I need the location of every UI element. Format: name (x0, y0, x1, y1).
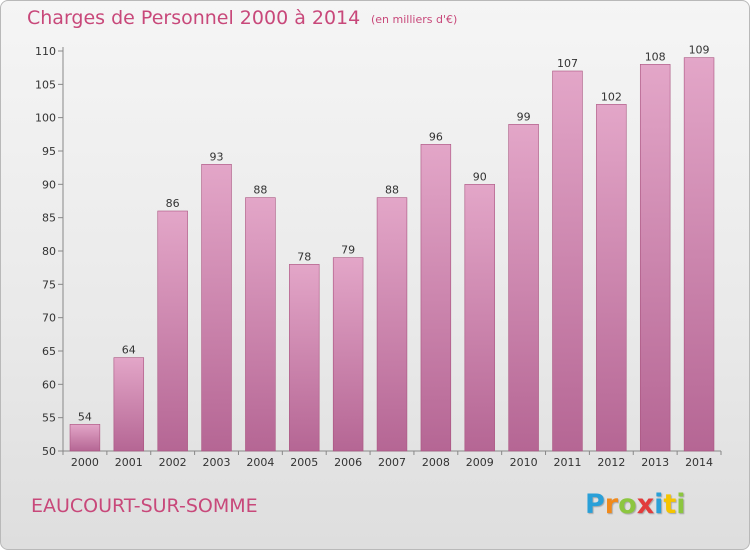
x-tick-label: 2007 (378, 456, 406, 469)
bar-2009 (464, 184, 495, 452)
bar-2010 (508, 124, 539, 452)
value-label: 102 (601, 90, 622, 103)
logo-letter: o (618, 489, 637, 520)
value-label: 54 (78, 410, 92, 423)
logo-letter: x (636, 489, 655, 520)
value-label: 109 (689, 44, 710, 57)
x-tick-label: 2012 (597, 456, 625, 469)
y-tick-label: 85 (42, 212, 56, 225)
x-tick-label: 2010 (510, 456, 538, 469)
value-label: 90 (473, 170, 487, 183)
bar-2005 (289, 264, 320, 452)
bar-2000 (69, 424, 101, 452)
x-tick-label: 2008 (422, 456, 450, 469)
bar-2006 (332, 257, 364, 452)
bar-2014 (683, 57, 715, 452)
y-tick-label: 65 (42, 345, 56, 358)
logo-letter: r (604, 489, 619, 520)
bars (69, 57, 715, 452)
y-tick-label: 50 (42, 445, 56, 458)
logo-letter: i (676, 489, 686, 520)
bar-2003 (201, 164, 232, 452)
value-label: 93 (210, 150, 224, 163)
y-tick-label: 95 (42, 145, 56, 158)
bar-2008 (420, 144, 452, 452)
logo-letter: t (663, 489, 677, 520)
value-label: 79 (341, 244, 355, 257)
x-tick-label: 2003 (203, 456, 231, 469)
x-tick-label: 2009 (466, 456, 494, 469)
y-tick-label: 55 (42, 412, 56, 425)
value-label: 107 (557, 57, 578, 70)
logo-letter: P (585, 489, 605, 520)
proxiti-logo: Proxiti (585, 489, 686, 520)
x-tick-label: 2004 (246, 456, 274, 469)
y-tick-label: 90 (42, 178, 56, 191)
logo-letter: i (654, 489, 664, 520)
x-tick-label: 2001 (115, 456, 143, 469)
x-tick-label: 2002 (159, 456, 187, 469)
value-label: 108 (645, 50, 666, 63)
value-label: 88 (253, 184, 267, 197)
y-tick-label: 110 (35, 45, 56, 58)
x-tick-label: 2014 (685, 456, 713, 469)
bar-2001 (113, 357, 145, 452)
x-tick-label: 2013 (641, 456, 669, 469)
x-tick-label: 2000 (71, 456, 99, 469)
bar-2013 (639, 64, 671, 452)
y-tick-label: 100 (35, 112, 56, 125)
y-tick-label: 70 (42, 312, 56, 325)
bar-2007 (376, 197, 408, 452)
y-tick-label: 60 (42, 378, 56, 391)
labels: 50 55 60 65 70 75 80 85 90 95 100 105 110 2000 54 2001 6… (35, 44, 713, 469)
y-tick-label: 80 (42, 245, 56, 258)
x-tick-label: 2006 (334, 456, 362, 469)
value-label: 99 (517, 110, 531, 123)
value-label: 88 (385, 184, 399, 197)
bar-2002 (157, 210, 188, 452)
x-tick-label: 2011 (553, 456, 581, 469)
value-label: 86 (166, 197, 180, 210)
value-label: 78 (297, 250, 311, 263)
y-tick-label: 105 (35, 78, 56, 91)
bar-2011 (552, 70, 583, 452)
chart-title: Charges de Personnel 2000 à 2014 (27, 7, 361, 29)
commune-name: EAUCOURT-SUR-SOMME (31, 495, 258, 517)
value-label: 64 (122, 344, 136, 357)
bar-2004 (245, 197, 276, 452)
bar-2012 (596, 104, 627, 452)
x-tick-label: 2005 (290, 456, 318, 469)
value-label: 96 (429, 130, 443, 143)
y-tick-label: 75 (42, 278, 56, 291)
chart-subtitle: (en milliers d'€) (371, 13, 458, 26)
